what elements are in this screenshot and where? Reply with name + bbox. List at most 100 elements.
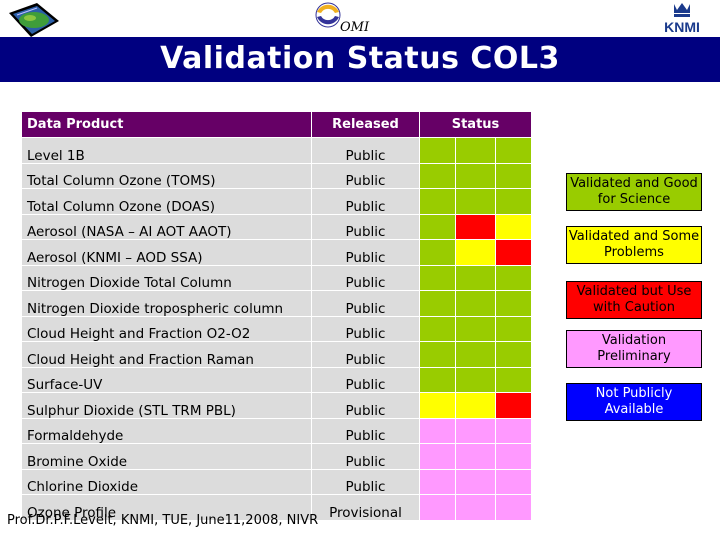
data-product-cell: Surface-UV — [21, 366, 312, 393]
data-product-cell: Ozone Profile — [21, 494, 312, 521]
status-cell-green — [495, 341, 532, 368]
legend-validated-good: Validated and Good for Science — [566, 173, 702, 211]
column-header-status: Status — [419, 111, 532, 138]
status-cell-green — [495, 315, 532, 342]
status-cell-green — [455, 341, 496, 368]
data-product-cell: Nitrogen Dioxide Total Column — [21, 264, 312, 291]
omi-logo-text: OMI — [340, 20, 370, 35]
status-cell-green — [455, 264, 496, 291]
status-cell-green — [419, 366, 456, 393]
status-cell-green — [455, 162, 496, 189]
table-row: Formaldehyde Public — [21, 417, 532, 444]
legend-validated-some-problems: Validated and Some Problems — [566, 226, 702, 264]
status-cell-green — [419, 213, 456, 240]
table-row: Aerosol (KNMI – AOD SSA) Public — [21, 239, 532, 266]
status-cell-yellow — [495, 213, 532, 240]
status-cell-green — [495, 162, 532, 189]
status-cell-pink — [495, 494, 532, 521]
knmi-logo-text: KNMI — [664, 19, 700, 35]
status-cell-pink — [495, 468, 532, 495]
satellite-mission-logo — [7, 1, 61, 41]
status-cell-yellow — [455, 239, 496, 266]
released-cell: Public — [311, 264, 420, 291]
status-cell-pink — [455, 417, 496, 444]
knmi-logo: KNMI — [655, 0, 710, 36]
status-cell-green — [495, 264, 532, 291]
data-product-cell: Cloud Height and Fraction Raman — [21, 341, 312, 368]
table-row: Nitrogen Dioxide Total Column Public — [21, 264, 532, 291]
status-cell-pink — [495, 443, 532, 470]
data-product-cell: Chlorine Dioxide — [21, 468, 312, 495]
footer-credit: Prof.Dr.P.F.Levelt, KNMI, TUE, June11,20… — [7, 513, 319, 528]
legend-validation-preliminary: Validation Preliminary — [566, 330, 702, 368]
status-cell-green — [419, 264, 456, 291]
table-row: Sulphur Dioxide (STL TRM PBL) Public — [21, 392, 532, 419]
table-row: Ozone Profile Provisional — [21, 494, 532, 521]
released-cell: Public — [311, 468, 420, 495]
released-cell: Public — [311, 417, 420, 444]
status-cell-pink — [455, 494, 496, 521]
status-cell-pink — [419, 417, 456, 444]
released-cell: Public — [311, 341, 420, 368]
status-cell-green — [419, 188, 456, 215]
data-product-cell: Aerosol (KNMI – AOD SSA) — [21, 239, 312, 266]
legend-validated-use-with-caution: Validated but Use with Caution — [566, 281, 702, 319]
status-cell-green — [419, 162, 456, 189]
table-row: Nitrogen Dioxide tropospheric column Publ… — [21, 290, 532, 317]
released-cell: Public — [311, 137, 420, 164]
column-header-released: Released — [311, 111, 420, 138]
status-cell-green — [495, 137, 532, 164]
legend-not-publicly-available: Not Publicly Available — [566, 383, 702, 421]
status-cell-green — [495, 188, 532, 215]
data-product-cell: Formaldehyde — [21, 417, 312, 444]
status-cell-red — [495, 239, 532, 266]
status-cell-green — [419, 315, 456, 342]
status-cell-pink — [455, 468, 496, 495]
status-cell-green — [419, 341, 456, 368]
table-body: Level 1B Public Total Column Ozone (TOMS) P… — [21, 137, 532, 521]
omi-logo: OMI — [308, 0, 370, 36]
released-cell: Public — [311, 366, 420, 393]
status-cell-green — [495, 290, 532, 317]
status-cell-pink — [455, 443, 496, 470]
data-product-cell: Bromine Oxide — [21, 443, 312, 470]
data-product-cell: Aerosol (NASA – AI AOT AAOT) — [21, 213, 312, 240]
status-cell-yellow — [455, 392, 496, 419]
data-product-cell: Total Column Ozone (DOAS) — [21, 188, 312, 215]
released-cell: Public — [311, 443, 420, 470]
status-cell-red — [455, 213, 496, 240]
released-cell: Provisional — [311, 494, 420, 521]
table-row: Aerosol (NASA – AI AOT AAOT) Public — [21, 213, 532, 240]
data-product-cell: Level 1B — [21, 137, 312, 164]
status-cell-red — [495, 392, 532, 419]
table-row: Total Column Ozone (DOAS) Public — [21, 188, 532, 215]
status-cell-green — [455, 137, 496, 164]
table-row: Level 1B Public — [21, 137, 532, 164]
released-cell: Public — [311, 162, 420, 189]
released-cell: Public — [311, 392, 420, 419]
status-cell-pink — [495, 417, 532, 444]
data-product-cell: Nitrogen Dioxide tropospheric column — [21, 290, 312, 317]
status-cell-green — [495, 366, 532, 393]
status-cell-pink — [419, 443, 456, 470]
data-product-cell: Sulphur Dioxide (STL TRM PBL) — [21, 392, 312, 419]
title-bar — [0, 37, 720, 82]
data-product-cell: Total Column Ozone (TOMS) — [21, 162, 312, 189]
validation-status-table: Data Product Released Status Level 1B Pub… — [21, 111, 532, 521]
released-cell: Public — [311, 239, 420, 266]
column-header-data-product: Data Product — [21, 111, 312, 138]
released-cell: Public — [311, 188, 420, 215]
status-cell-green — [455, 188, 496, 215]
status-cell-yellow — [419, 392, 456, 419]
table-row: Total Column Ozone (TOMS) Public — [21, 162, 532, 189]
status-cell-pink — [419, 468, 456, 495]
status-cell-pink — [419, 494, 456, 521]
table-row: Cloud Height and Fraction Raman Public — [21, 341, 532, 368]
status-cell-green — [419, 290, 456, 317]
data-product-cell: Cloud Height and Fraction O2-O2 — [21, 315, 312, 342]
status-cell-green — [455, 315, 496, 342]
table-row: Chlorine Dioxide Public — [21, 468, 532, 495]
released-cell: Public — [311, 290, 420, 317]
table-row: Bromine Oxide Public — [21, 443, 532, 470]
table-row: Surface-UV Public — [21, 366, 532, 393]
